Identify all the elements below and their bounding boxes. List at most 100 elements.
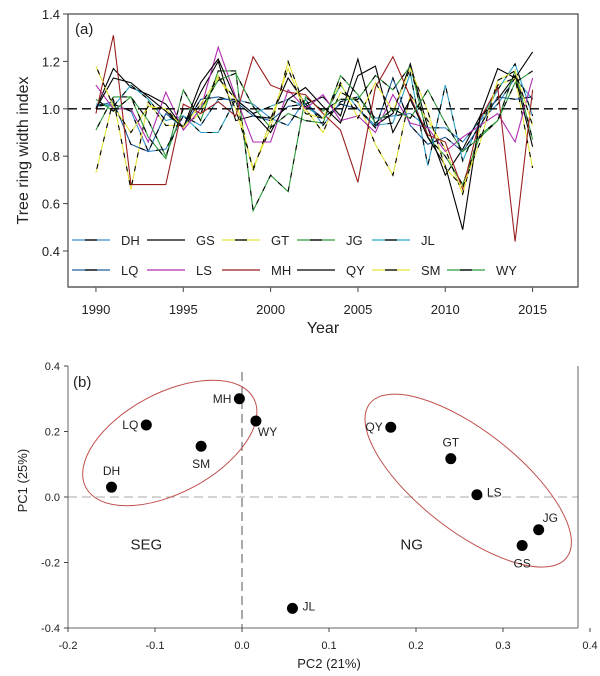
legend-label: QY [346, 263, 365, 278]
legend-label: MH [271, 263, 291, 278]
y-tick-label: 0.6 [42, 197, 60, 212]
point-mh [233, 393, 245, 405]
y-tick-label: 0.8 [42, 149, 60, 164]
legend-item-gt: GT [222, 233, 289, 248]
legend-item-jl: JL [372, 233, 435, 248]
scatter-points: DH LQ SM MH WY QY GT LS JG GS JL [103, 392, 558, 614]
point-label: LS [487, 486, 502, 500]
x-tick-label: 2015 [518, 302, 547, 317]
series-line-ls [95, 45, 534, 153]
x-tick-label: 1995 [169, 302, 198, 317]
y-tick-label: 0.4 [42, 244, 60, 259]
legend-item-lq: LQ [72, 263, 138, 278]
series-line-overlay-lq [95, 76, 533, 153]
y-tick-label: 0.0 [45, 492, 60, 504]
legend: DH GS GT JG JL LQ LS MH QY SM WY [72, 233, 517, 278]
series-line-gs [95, 56, 534, 177]
point-gt [445, 453, 457, 465]
point-jl [286, 602, 298, 614]
x-tick-label: 2005 [343, 302, 372, 317]
legend-item-sm: SM [372, 263, 441, 278]
legend-item-dh: DH [72, 233, 140, 248]
y-tick-label: -0.4 [41, 623, 60, 635]
point-sm [195, 440, 207, 452]
legend-label: DH [121, 233, 140, 248]
group-label-seg: SEG [130, 536, 162, 553]
y-tick-label: 0.2 [45, 427, 60, 439]
x-axis-label: PC2 (21%) [297, 656, 361, 671]
ellipse-ng [364, 393, 572, 568]
x-tick-label: 0.1 [321, 640, 336, 652]
ellipse-seg [82, 379, 258, 507]
point-label: QY [365, 420, 382, 434]
panel-a-line-chart: 1990 1995 2000 2005 2010 2015 0.4 0.6 0.8 1.0 1.2… [15, 7, 579, 337]
legend-label: GT [271, 233, 289, 248]
point-label: GT [442, 436, 459, 450]
x-tick-label: -0.2 [59, 640, 78, 652]
panel-label: (b) [73, 374, 91, 391]
series-line-jg [95, 64, 534, 213]
y-axis-label: Tree ring width index [15, 77, 32, 225]
point-ls [471, 489, 483, 501]
point-gs [516, 539, 528, 551]
legend-item-mh: MH [222, 263, 291, 278]
series-line-sm [95, 65, 534, 189]
x-tick-label: 0.0 [234, 640, 249, 652]
x-tick-label: -0.1 [146, 640, 165, 652]
x-tick-label: 0.4 [582, 640, 597, 652]
point-jg [533, 524, 545, 536]
series-line-qy [95, 51, 534, 230]
x-tick-label: 0.3 [495, 640, 510, 652]
series-line-overlay-sm [95, 65, 534, 189]
legend-label: LS [196, 263, 212, 278]
y-tick-label: 1.2 [42, 54, 60, 69]
group-labels: SEG NG [130, 536, 422, 553]
legend-label: LQ [121, 263, 138, 278]
legend-item-ls: LS [147, 263, 212, 278]
x-tick-label: 0.2 [408, 640, 423, 652]
legend-item-qy: QY [297, 263, 365, 278]
series-lines [95, 35, 534, 242]
y-axis: -0.4 -0.2 0.0 0.2 0.4 [41, 361, 68, 635]
point-label: JG [543, 511, 558, 525]
y-tick-label: 1.4 [42, 7, 60, 22]
y-axis-label: PC1 (25%) [15, 449, 30, 513]
point-label: MH [213, 392, 232, 406]
series-line-mh [95, 35, 534, 242]
panel-label: (a) [75, 21, 93, 38]
point-label: DH [103, 464, 120, 478]
panel-b-scatter-chart: DH LQ SM MH WY QY GT LS JG GS JL -0.2 -0.1 0.0 0.1 0.2… [15, 361, 598, 671]
legend-label: GS [196, 233, 215, 248]
series-line-overlay-jg [95, 64, 534, 213]
group-ellipses [82, 379, 572, 568]
x-tick-label: 2000 [256, 302, 285, 317]
point-label: SM [192, 457, 210, 471]
y-tick-label: 1.0 [42, 102, 60, 117]
series-line-jl [95, 62, 534, 166]
legend-item-gs: GS [147, 233, 215, 248]
legend-label: JG [346, 233, 363, 248]
point-label: LQ [122, 418, 138, 432]
legend-item-wy: WY [447, 263, 517, 278]
group-label-ng: NG [400, 536, 423, 553]
x-tick-label: 1990 [81, 302, 110, 317]
legend-label: WY [496, 263, 517, 278]
series-line-gt [95, 59, 534, 196]
x-axis: 1990 1995 2000 2005 2010 2015 [68, 286, 578, 317]
series-line-overlay-wy [95, 70, 533, 158]
point-lq [140, 419, 152, 431]
x-tick-label: 2010 [431, 302, 460, 317]
point-wy [250, 415, 262, 427]
x-axis: -0.2 -0.1 0.0 0.1 0.2 0.3 0.4 [59, 628, 598, 652]
point-label: JL [302, 599, 315, 613]
legend-label: JL [421, 233, 435, 248]
series-line-wy [95, 70, 533, 158]
point-label: GS [513, 556, 530, 570]
y-tick-label: 0.4 [45, 361, 60, 373]
y-axis: 0.4 0.6 0.8 1.0 1.2 1.4 [42, 7, 68, 259]
x-axis-label: Year [307, 320, 340, 337]
y-tick-label: -0.2 [41, 558, 60, 570]
point-qy [385, 421, 397, 433]
point-label: WY [258, 425, 277, 439]
